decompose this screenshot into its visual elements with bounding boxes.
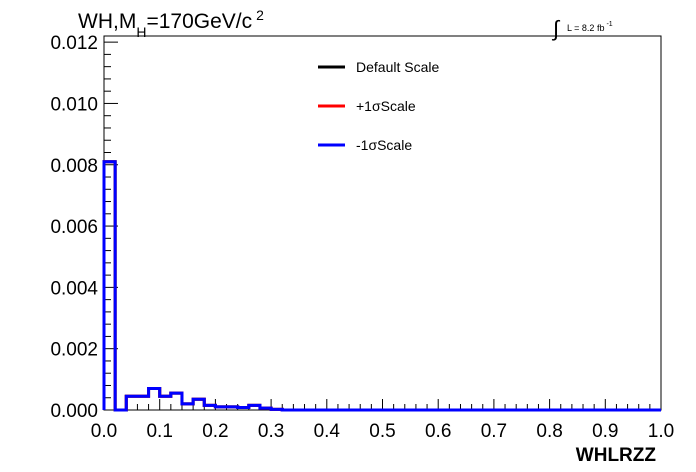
y-tick-label: 0.012 xyxy=(50,33,98,54)
chart-title: WH,MH=170GeV/c 2 xyxy=(78,7,264,40)
x-tick-label: 0.7 xyxy=(481,421,507,442)
title-superscript: 2 xyxy=(256,7,264,23)
title-subscript: H xyxy=(136,24,146,40)
y-axis: 0.000 0.002 0.004 0.006 0.008 0.010 0.012 xyxy=(50,33,118,422)
y-tick-label: 0.004 xyxy=(50,278,98,299)
x-tick-label: 0.4 xyxy=(314,421,341,442)
integral-symbol: ∫ xyxy=(551,16,561,41)
x-tick-label: 0.1 xyxy=(146,421,172,442)
svg-text:L = 8.2 fb-1: L = 8.2 fb -1 xyxy=(567,21,613,33)
series-group xyxy=(102,160,661,412)
legend-label: +1σScale xyxy=(356,98,416,114)
x-tick-label: 0.8 xyxy=(536,421,562,442)
lumi-text: L = 8.2 fb xyxy=(567,23,604,33)
title-value: =170GeV/c xyxy=(146,10,252,33)
y-tick-label: 0.002 xyxy=(50,340,98,361)
x-tick-label: 0.5 xyxy=(369,421,395,442)
y-tick-label: 0.008 xyxy=(50,156,98,177)
x-axis-title: WHLRZZ xyxy=(576,445,657,466)
lumi-superscript: -1 xyxy=(606,21,612,28)
luminosity-label: ∫ L = 8.2 fb -1 xyxy=(551,16,613,41)
x-tick-label: 0.2 xyxy=(202,421,228,442)
x-tick-label: 0.3 xyxy=(258,421,284,442)
y-tick-label: 0.000 xyxy=(50,401,98,422)
title-prefix: WH,M xyxy=(78,10,136,33)
x-tick-label: 0.0 xyxy=(91,421,117,442)
y-tick-label: 0.006 xyxy=(50,217,98,238)
series-line-2 xyxy=(102,160,661,412)
x-tick-label: 1.0 xyxy=(648,421,674,442)
x-axis: 0.0 0.1 0.2 0.3 0.4 0.5 0.6 0.7 0.8 0.9 1.0 xyxy=(91,399,674,442)
y-tick-label: 0.010 xyxy=(50,94,98,115)
legend: Default Scale +1σScale -1σScale xyxy=(318,59,439,153)
legend-label: -1σScale xyxy=(356,137,412,153)
x-tick-label: 0.6 xyxy=(425,421,451,442)
x-tick-label: 0.9 xyxy=(592,421,618,442)
svg-text:WH,MH=170GeV/c2: WH,MH=170GeV/c 2 xyxy=(78,7,264,40)
legend-label: Default Scale xyxy=(356,59,439,75)
